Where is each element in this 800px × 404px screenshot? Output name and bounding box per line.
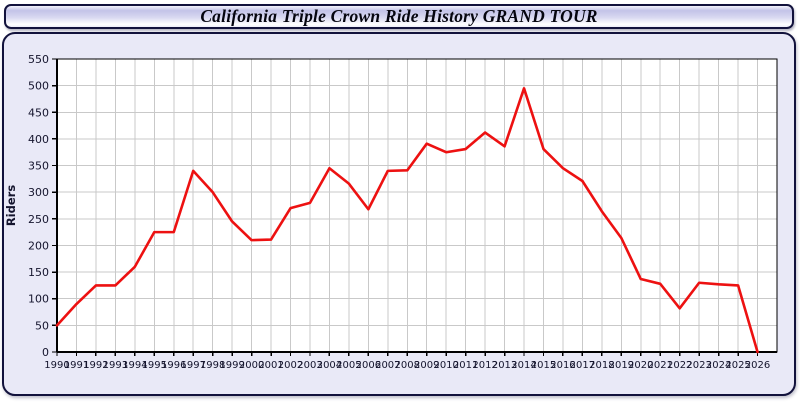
svg-text:2011: 2011 (453, 360, 478, 371)
svg-text:2001: 2001 (258, 360, 283, 371)
svg-text:450: 450 (28, 106, 49, 119)
svg-text:2016: 2016 (550, 360, 575, 371)
y-axis-title: Riders (4, 185, 18, 227)
svg-text:2019: 2019 (609, 360, 634, 371)
svg-text:2012: 2012 (472, 360, 497, 371)
svg-text:1993: 1993 (103, 360, 128, 371)
svg-text:1998: 1998 (200, 360, 225, 371)
svg-text:2010: 2010 (433, 360, 458, 371)
svg-text:2024: 2024 (706, 360, 731, 371)
svg-text:300: 300 (28, 186, 49, 199)
svg-text:2002: 2002 (278, 360, 303, 371)
y-tick-labels: 0 50 100 150 200 250 300 350 400 450 500 550 (28, 53, 49, 359)
svg-text:2025: 2025 (725, 360, 750, 371)
svg-text:2017: 2017 (570, 360, 595, 371)
svg-text:2023: 2023 (686, 360, 711, 371)
svg-text:1990: 1990 (44, 360, 69, 371)
svg-text:1991: 1991 (64, 360, 89, 371)
svg-text:200: 200 (28, 239, 49, 252)
svg-text:500: 500 (28, 80, 49, 93)
svg-text:400: 400 (28, 133, 49, 146)
svg-text:2013: 2013 (492, 360, 517, 371)
svg-text:2006: 2006 (356, 360, 381, 371)
svg-text:250: 250 (28, 213, 49, 226)
tick-marks (52, 58, 759, 356)
svg-text:2003: 2003 (297, 360, 322, 371)
svg-text:550: 550 (28, 53, 49, 66)
svg-text:2009: 2009 (414, 360, 439, 371)
svg-text:1997: 1997 (180, 360, 205, 371)
svg-text:2004: 2004 (317, 360, 342, 371)
svg-text:2000: 2000 (239, 360, 264, 371)
svg-text:50: 50 (35, 319, 49, 332)
svg-text:2014: 2014 (511, 360, 536, 371)
svg-text:2005: 2005 (336, 360, 361, 371)
svg-text:1994: 1994 (122, 360, 147, 371)
riders-series-line (55, 87, 759, 354)
svg-text:1999: 1999 (219, 360, 244, 371)
svg-text:1992: 1992 (83, 360, 108, 371)
svg-text:1995: 1995 (142, 360, 167, 371)
svg-text:150: 150 (28, 266, 49, 279)
svg-text:2020: 2020 (628, 360, 653, 371)
svg-text:0: 0 (42, 346, 49, 359)
svg-text:2008: 2008 (395, 360, 420, 371)
x-tick-labels: 1990199119921993199419951996199719981999… (44, 360, 770, 371)
svg-text:1996: 1996 (161, 360, 186, 371)
svg-text:2007: 2007 (375, 360, 400, 371)
page-title: California Triple Crown Ride History GRA… (200, 6, 598, 26)
plot-area (57, 59, 777, 352)
title-bar: California Triple Crown Ride History GRA… (4, 4, 794, 29)
svg-text:2015: 2015 (531, 360, 556, 371)
svg-text:2026: 2026 (745, 360, 770, 371)
svg-text:100: 100 (28, 293, 49, 306)
axes-frame (55, 58, 778, 354)
svg-text:2018: 2018 (589, 360, 614, 371)
svg-text:2021: 2021 (648, 360, 673, 371)
svg-text:2022: 2022 (667, 360, 692, 371)
svg-text:350: 350 (28, 160, 49, 173)
